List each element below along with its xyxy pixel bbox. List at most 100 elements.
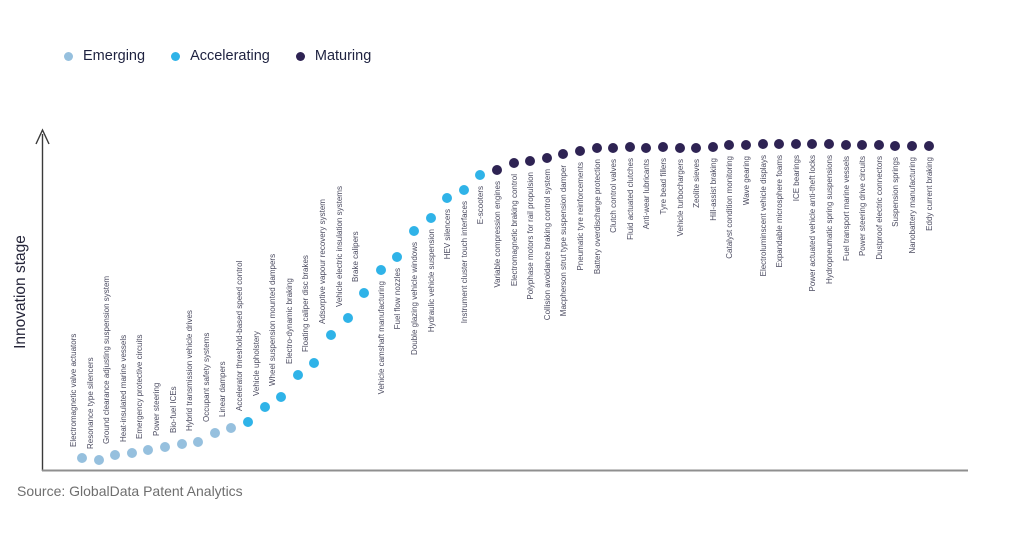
data-point-dot (724, 140, 734, 150)
data-point-label: Electro-dynamic braking (284, 278, 294, 364)
data-point-dot (243, 417, 253, 427)
data-point-dot (608, 143, 618, 153)
data-point-dot (558, 149, 568, 159)
data-point-dot (758, 139, 768, 149)
legend: Emerging Accelerating Maturing (64, 48, 371, 64)
data-point-dot (293, 370, 303, 380)
data-point-dot (276, 392, 286, 402)
data-point-dot (210, 428, 220, 438)
data-point-label: Bio-fuel ICEs (168, 386, 178, 433)
data-point-label: Electromagnetic valve actuators (68, 333, 78, 447)
legend-item-emerging: Emerging (64, 48, 145, 64)
data-point-label: Electromagnetic braking control (509, 174, 519, 287)
data-point-dot (127, 448, 137, 458)
data-point-dot (890, 141, 900, 151)
data-point-label: Pneumatic tyre reinforcements (575, 162, 585, 271)
legend-label: Maturing (314, 48, 372, 64)
data-point-label: Hydropneumatic spring suspensions (824, 155, 834, 284)
data-point-dot (509, 158, 519, 168)
data-point-label: Suspension springs (890, 157, 900, 227)
data-point-label: Brake calipers (350, 231, 360, 282)
data-point-label: Occupant safety systems (201, 332, 211, 422)
data-point-label: Power actuated vehicle anti-theft locks (807, 155, 817, 292)
data-point-dot (691, 143, 701, 153)
data-point-label: Double glazing vehicle windows (409, 242, 419, 355)
data-point-dot (442, 193, 452, 203)
data-point-dot (625, 142, 635, 152)
data-point-label: Vehicle electric insulation systems (334, 186, 344, 307)
data-point-dot (110, 450, 120, 460)
data-point-label: Battery overdischarge protection (592, 159, 602, 275)
data-point-dot (824, 139, 834, 149)
data-point-label: Clutch control valves (608, 159, 618, 233)
data-point-dot (426, 213, 436, 223)
data-point-label: Zeolite sieves (691, 159, 701, 208)
data-point-dot (907, 141, 917, 151)
data-point-label: Variable compression engines (492, 181, 502, 288)
data-point-dot (343, 313, 353, 323)
data-point-label: Power steering drive circuits (857, 156, 867, 257)
y-axis-arrow-icon (35, 128, 50, 145)
data-point-dot (525, 156, 535, 166)
data-point-label: Fuel transport marine vessels (841, 156, 851, 261)
data-point-label: Vehicle camshaft manufacturing (376, 281, 386, 395)
data-point-dot (807, 139, 817, 149)
data-point-label: Instrument cluster touch interfaces (459, 201, 469, 324)
data-point-label: Fluid actuated clutches (625, 158, 635, 240)
source-note: Source: GlobalData Patent Analytics (17, 483, 243, 499)
data-point-dot (376, 265, 386, 275)
emerging-dot-icon (64, 51, 73, 61)
legend-item-accelerating: Accelerating (171, 48, 270, 64)
legend-label: Accelerating (190, 48, 270, 64)
data-point-label: Emergency protective circuits (134, 334, 144, 439)
data-point-dot (260, 402, 270, 412)
legend-item-maturing: Maturing (295, 48, 372, 64)
data-point-label: Expandable microsphere foams (774, 155, 784, 268)
data-point-label: Heat-insulated marine vessels (118, 334, 128, 442)
data-point-label: ICE bearings (791, 155, 801, 202)
data-point-dot (874, 140, 884, 150)
data-point-label: Hydraulic vehicle suspension (426, 229, 436, 333)
data-point-label: Vehicle turbochargers (675, 159, 685, 237)
data-point-label: Ground clearance adjusting suspension sy… (101, 275, 111, 444)
data-point-label: Adsorptive vapour recovery system (317, 199, 327, 324)
data-point-dot (143, 445, 153, 455)
y-axis-title: Innovation stage (12, 235, 29, 349)
data-point-dot (226, 423, 236, 433)
data-point-label: Hybrid transmission vehicle drives (184, 310, 194, 431)
data-point-dot (592, 143, 602, 153)
accelerating-dot-icon (171, 51, 181, 61)
data-point-label: Vehicle upholstery (251, 331, 261, 396)
data-point-dot (326, 330, 336, 340)
legend-label: Emerging (83, 48, 146, 64)
data-point-label: Electroluminscent vehicle displays (758, 155, 768, 277)
data-point-label: Eddy current braking (924, 157, 934, 231)
data-point-dot (774, 139, 784, 149)
data-point-dot (160, 442, 170, 452)
data-point-label: Nanobattery manufacturing (907, 157, 917, 254)
data-point-label: Collision avoidance braking control syst… (542, 169, 552, 321)
data-point-dot (741, 140, 751, 150)
data-point-label: Wave gearing (741, 156, 751, 206)
data-point-dot (94, 455, 104, 465)
data-point-dot (409, 226, 419, 236)
data-point-label: Hill-assist braking (708, 158, 718, 221)
data-point-label: Dustproof electric connectors (874, 156, 884, 260)
data-point-dot (708, 142, 718, 152)
data-point-dot (177, 439, 187, 449)
data-point-label: Polyphase motors for rail propulsion (525, 172, 535, 300)
data-point-dot (459, 185, 469, 195)
data-point-dot (857, 140, 867, 150)
data-point-dot (193, 437, 203, 447)
data-point-label: Wheel suspension mounted dampers (267, 253, 277, 386)
data-point-dot (658, 142, 668, 152)
data-point-dot (791, 139, 801, 149)
data-point-dot (641, 143, 651, 153)
data-point-dot (924, 141, 934, 151)
data-point-dot (475, 170, 485, 180)
data-point-dot (575, 146, 585, 156)
data-point-dot (542, 153, 552, 163)
data-point-label: Tyre bead fillers (658, 158, 668, 215)
data-point-dot (77, 453, 87, 463)
